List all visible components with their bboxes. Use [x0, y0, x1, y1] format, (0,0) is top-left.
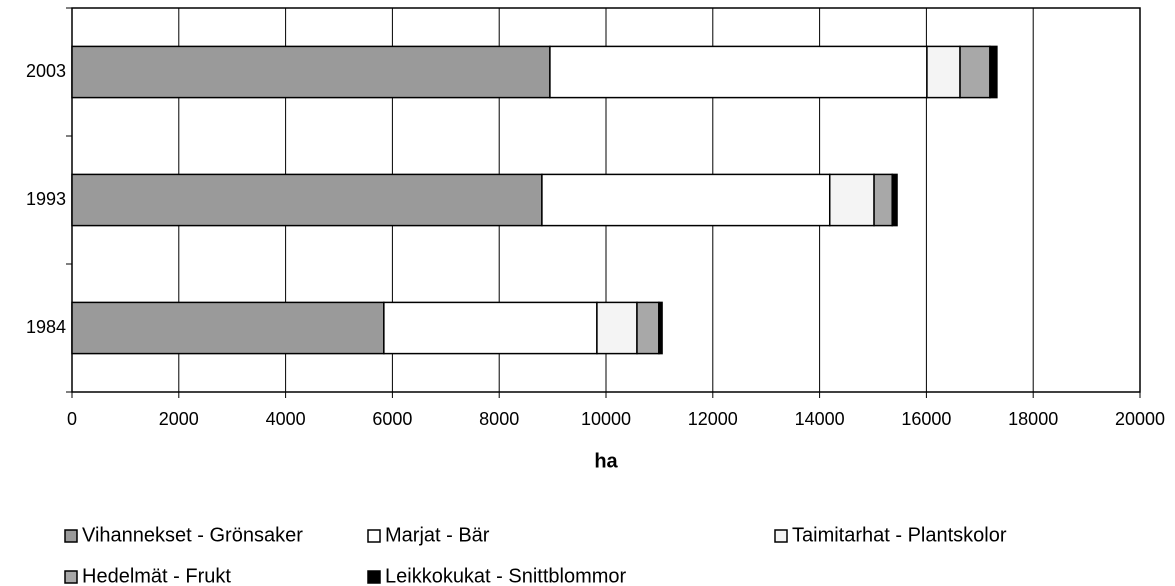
- x-axis-title: ha: [594, 450, 618, 472]
- y-tick-label: 1984: [26, 317, 66, 337]
- bar-segment: [383, 301, 598, 355]
- legend-label: Leikkokukat - Snittblommor: [385, 565, 627, 586]
- bar-segment: [636, 301, 660, 355]
- x-tick-label: 12000: [688, 409, 738, 429]
- bar-segment: [959, 45, 991, 99]
- x-tick-label: 18000: [1008, 409, 1058, 429]
- x-tick-label: 6000: [372, 409, 412, 429]
- legend-swatch: [367, 570, 381, 584]
- bar-segment: [926, 45, 961, 99]
- legend-swatch: [64, 529, 78, 543]
- legend-label: Hedelmät - Frukt: [82, 565, 231, 586]
- bar-segment: [891, 173, 898, 227]
- bar-segment: [658, 301, 663, 355]
- legend-label: Taimitarhat - Plantskolor: [792, 524, 1007, 546]
- bar-segment: [596, 301, 638, 355]
- legend-swatch: [774, 529, 788, 543]
- legend-label: Marjat - Bär: [385, 524, 490, 546]
- bar-segment: [828, 173, 875, 227]
- bar-segment: [989, 45, 998, 99]
- x-tick-label: 16000: [901, 409, 951, 429]
- bar-segment: [71, 301, 385, 355]
- x-tick-label: 20000: [1115, 409, 1165, 429]
- bar-segment: [541, 173, 831, 227]
- x-tick-label: 14000: [795, 409, 845, 429]
- legend-swatch: [64, 570, 78, 584]
- bar-segment: [71, 45, 551, 99]
- legend-swatch: [367, 529, 381, 543]
- legend-label: Vihannekset - Grönsaker: [82, 524, 303, 546]
- x-tick-label: 8000: [479, 409, 519, 429]
- x-tick-label: 2000: [159, 409, 199, 429]
- bar-segment: [71, 173, 543, 227]
- y-tick-label: 2003: [26, 61, 66, 81]
- y-tick-label: 1993: [26, 189, 66, 209]
- bar-segment: [549, 45, 928, 99]
- x-tick-label: 0: [67, 409, 77, 429]
- x-tick-label: 4000: [266, 409, 306, 429]
- bar-segment: [873, 173, 893, 227]
- x-tick-label: 10000: [581, 409, 631, 429]
